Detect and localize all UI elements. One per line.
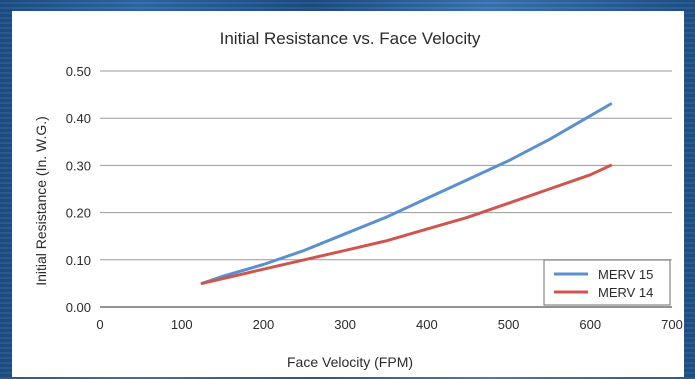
legend-label: MERV 15 [598,267,653,282]
series-line-merv-14 [200,163,613,285]
x-axis-label: Face Velocity (FPM) [287,354,413,370]
x-tick-label: 300 [334,317,356,332]
line-chart: Initial Resistance vs. Face Velocity 0.0… [33,29,683,370]
x-tick-label: 700 [661,317,683,332]
y-tick-label: 0.20 [66,206,91,221]
x-tick-label: 400 [416,317,438,332]
x-tick-label: 200 [253,317,275,332]
y-tick-label: 0.10 [66,253,91,268]
chart-panel: Initial Resistance vs. Face Velocity 0.0… [12,11,684,377]
y-tick-label: 0.40 [66,111,91,126]
legend: MERV 15 MERV 14 [543,259,671,306]
chart-title: Initial Resistance vs. Face Velocity [220,29,481,48]
x-tick-label: 100 [171,317,193,332]
y-axis-ticks: 0.00 0.10 0.20 0.30 0.40 0.50 [66,64,91,315]
x-axis-ticks: 0 100 200 300 400 500 600 700 [96,317,682,332]
series-lines [200,102,613,285]
y-tick-label: 0.30 [66,158,91,173]
legend-label: MERV 14 [598,285,653,300]
x-tick-label: 500 [498,317,520,332]
x-tick-label: 600 [579,317,601,332]
y-tick-label: 0.00 [66,300,91,315]
series-line-merv-15 [200,102,613,285]
x-tick-label: 0 [96,317,103,332]
y-axis-label: Initial Resistance (In. W.G.) [33,116,49,286]
gridlines [100,70,672,308]
legend-box [543,259,671,306]
y-tick-label: 0.50 [66,64,91,79]
